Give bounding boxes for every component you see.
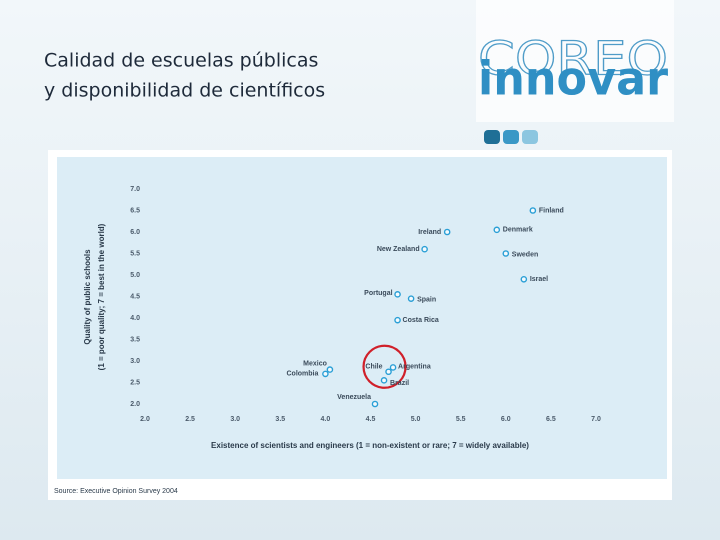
point-label: Chile (365, 364, 382, 371)
point (322, 370, 329, 378)
point-label: Brazil (390, 380, 409, 387)
point (389, 364, 397, 371)
point (394, 316, 401, 324)
point-label: Mexico (303, 360, 327, 367)
y-tick-label: 4.5 (130, 293, 140, 300)
logo-square (503, 130, 519, 144)
y-axis-label: Quality of public schools (83, 249, 92, 345)
point-label: Finland (539, 207, 564, 214)
point-label: Argentina (398, 363, 431, 370)
plot-area (57, 157, 667, 479)
point-label: Costa Rica (403, 317, 439, 324)
slide-title: Calidad de escuelas públicas (44, 50, 318, 72)
y-tick-label: 6.5 (130, 207, 140, 214)
point-label: Colombia (287, 371, 319, 378)
logo-panel (476, 0, 674, 122)
point (443, 228, 451, 236)
point (520, 275, 528, 283)
x-tick-label: 4.0 (321, 416, 331, 423)
x-tick-label: 2.5 (185, 416, 195, 423)
logo-square (522, 130, 538, 144)
y-tick-label: 7.0 (130, 186, 140, 193)
point-label: Portugal (364, 290, 392, 297)
y-tick-label: 5.5 (130, 250, 140, 257)
y-tick-label: 2.5 (130, 379, 140, 386)
x-tick-label: 7.0 (591, 416, 601, 423)
logo-bottom: innovar (478, 52, 668, 106)
x-tick-label: 4.5 (366, 416, 376, 423)
y-tick-label: 3.0 (130, 358, 140, 365)
x-tick-label: 5.0 (411, 416, 421, 423)
x-axis-label: Existence of scientists and engineers (1… (211, 441, 529, 450)
x-tick-label: 5.5 (456, 416, 466, 423)
point (493, 226, 501, 234)
point-label: Sweden (512, 251, 538, 258)
point (385, 368, 392, 376)
y-tick-label: 4.0 (130, 315, 140, 322)
highlight-ring (362, 344, 407, 389)
logo-square (484, 130, 500, 144)
point (326, 366, 334, 373)
point-label: Venezuela (337, 394, 371, 401)
x-tick-label: 3.0 (230, 416, 240, 423)
logo-top: COREO (478, 32, 668, 86)
point (394, 291, 401, 298)
y-tick-label: 2.0 (130, 401, 140, 408)
source: Source: Executive Opinion Survey 2004 (54, 488, 178, 495)
y-axis-label: (1 = poor quality; 7 = best in the world… (97, 223, 106, 370)
point (529, 207, 537, 214)
y-tick-label: 6.0 (130, 229, 140, 236)
point-label: New Zealand (377, 246, 420, 253)
point-label: Israel (530, 276, 548, 283)
point-label: Denmark (503, 227, 533, 234)
slide-title: y disponibilidad de científicos (44, 80, 325, 102)
point (380, 377, 388, 384)
point-label: Ireland (418, 229, 441, 236)
point-label: Spain (417, 296, 436, 303)
y-tick-label: 5.0 (130, 272, 140, 279)
point (502, 250, 510, 257)
point (421, 245, 428, 253)
x-tick-label: 2.0 (140, 416, 150, 423)
x-tick-label: 6.0 (501, 416, 511, 423)
y-tick-label: 3.5 (130, 336, 140, 343)
point (407, 295, 415, 302)
x-tick-label: 3.5 (275, 416, 285, 423)
point (371, 400, 379, 408)
x-tick-label: 6.5 (546, 416, 556, 423)
